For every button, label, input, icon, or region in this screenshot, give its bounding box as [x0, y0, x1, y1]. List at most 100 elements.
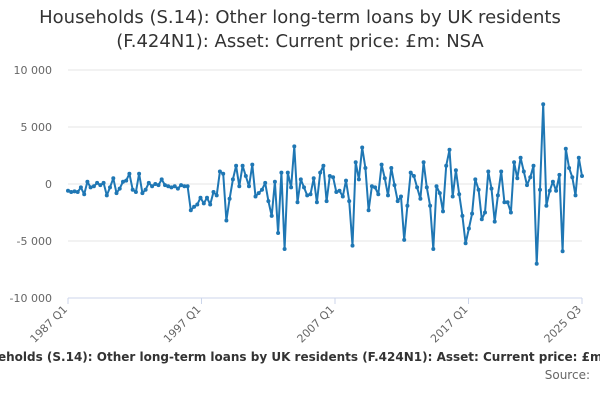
data-point[interactable] [369, 184, 374, 189]
data-point[interactable] [512, 160, 517, 165]
data-point[interactable] [124, 178, 129, 183]
data-point[interactable] [525, 183, 529, 188]
data-point[interactable] [224, 218, 229, 223]
data-point[interactable] [211, 190, 216, 194]
data-point[interactable] [476, 187, 481, 192]
data-point[interactable] [205, 195, 209, 200]
data-point[interactable] [247, 184, 251, 189]
data-point[interactable] [541, 102, 546, 107]
data-point[interactable] [411, 174, 416, 178]
data-point[interactable] [305, 193, 310, 198]
data-point[interactable] [492, 219, 497, 224]
data-point[interactable] [347, 199, 352, 204]
data-point[interactable] [340, 194, 345, 199]
data-point[interactable] [91, 184, 96, 189]
data-point[interactable] [101, 180, 106, 185]
data-point[interactable] [457, 192, 462, 197]
data-point[interactable] [350, 243, 355, 248]
data-point[interactable] [192, 204, 197, 209]
data-point[interactable] [272, 179, 277, 184]
data-point[interactable] [363, 166, 368, 170]
data-point[interactable] [201, 201, 206, 206]
data-point[interactable] [285, 170, 290, 175]
data-point[interactable] [408, 170, 413, 175]
data-point[interactable] [479, 217, 484, 222]
data-point[interactable] [198, 195, 203, 200]
data-point[interactable] [505, 200, 510, 205]
data-point[interactable] [256, 191, 261, 196]
data-point[interactable] [140, 191, 145, 196]
data-point[interactable] [382, 176, 387, 181]
data-point[interactable] [302, 185, 306, 190]
data-point[interactable] [95, 180, 100, 185]
data-point[interactable] [453, 168, 458, 173]
data-point[interactable] [405, 203, 410, 208]
data-point[interactable] [470, 211, 475, 216]
data-point[interactable] [379, 162, 384, 167]
data-point[interactable] [263, 180, 268, 185]
data-point[interactable] [230, 177, 235, 182]
data-point[interactable] [450, 194, 455, 199]
data-point[interactable] [314, 200, 319, 205]
data-point[interactable] [66, 188, 70, 193]
data-point[interactable] [72, 189, 77, 194]
data-point[interactable] [327, 174, 332, 178]
data-point[interactable] [528, 175, 533, 180]
data-point[interactable] [373, 185, 378, 190]
data-point[interactable] [489, 186, 494, 191]
data-point[interactable] [153, 182, 158, 186]
data-point[interactable] [495, 193, 500, 198]
data-point[interactable] [98, 183, 103, 188]
data-point[interactable] [156, 183, 161, 188]
data-point[interactable] [159, 177, 164, 182]
data-point[interactable] [466, 226, 471, 231]
data-point[interactable] [75, 190, 80, 194]
data-point[interactable] [143, 187, 148, 192]
data-point[interactable] [253, 194, 258, 199]
data-point[interactable] [463, 241, 468, 246]
data-point[interactable] [337, 188, 342, 193]
data-point[interactable] [515, 176, 520, 181]
data-point[interactable] [163, 183, 167, 188]
data-point[interactable] [424, 185, 429, 190]
data-point[interactable] [279, 170, 284, 175]
data-point[interactable] [576, 155, 581, 160]
data-point[interactable] [146, 180, 151, 185]
data-point[interactable] [282, 247, 287, 251]
data-point[interactable] [269, 213, 274, 218]
data-point[interactable] [108, 185, 112, 190]
data-point[interactable] [85, 179, 90, 184]
data-point[interactable] [318, 170, 323, 175]
data-point[interactable] [402, 237, 407, 242]
data-point[interactable] [421, 160, 426, 165]
data-point[interactable] [150, 184, 155, 189]
data-point[interactable] [418, 196, 423, 201]
data-point[interactable] [508, 210, 513, 215]
data-point[interactable] [217, 169, 222, 174]
data-point[interactable] [185, 184, 190, 189]
data-point[interactable] [195, 202, 200, 207]
data-point[interactable] [428, 203, 433, 208]
data-point[interactable] [137, 171, 142, 176]
data-point[interactable] [550, 179, 555, 184]
data-point[interactable] [298, 177, 303, 182]
data-point[interactable] [473, 177, 478, 182]
data-point[interactable] [334, 190, 339, 194]
data-point[interactable] [133, 190, 138, 194]
data-point[interactable] [521, 169, 526, 174]
data-point[interactable] [172, 184, 177, 189]
data-point[interactable] [447, 147, 452, 152]
data-point[interactable] [188, 208, 193, 213]
data-point[interactable] [289, 185, 294, 190]
data-point[interactable] [182, 184, 187, 189]
data-point[interactable] [399, 194, 403, 199]
data-point[interactable] [88, 185, 93, 190]
data-point[interactable] [557, 172, 562, 177]
data-point[interactable] [292, 144, 297, 149]
data-point[interactable] [518, 155, 523, 160]
data-point[interactable] [547, 188, 552, 193]
data-point[interactable] [353, 160, 358, 165]
data-point[interactable] [208, 202, 213, 207]
data-point[interactable] [344, 178, 348, 183]
data-point[interactable] [175, 186, 180, 191]
